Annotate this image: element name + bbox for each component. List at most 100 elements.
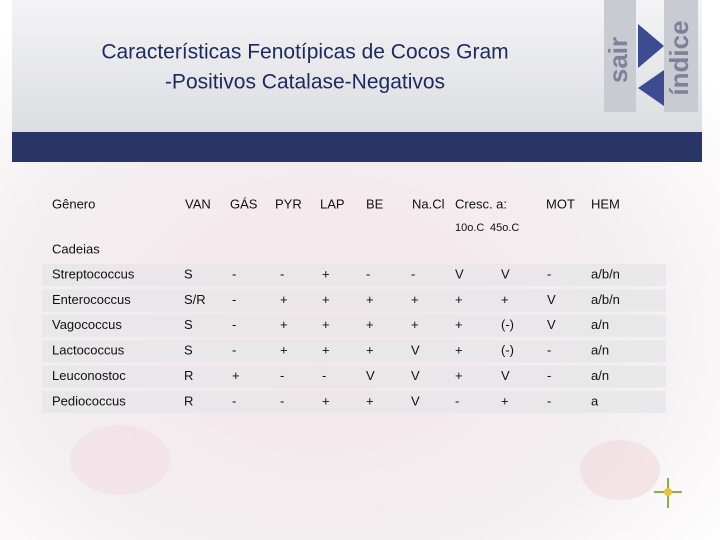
table: Gênero VAN GÁS PYR LAP BE Na.Cl Cresc. a: MOT HEM… <box>42 196 666 413</box>
cell: - <box>411 266 415 281</box>
cell: + <box>322 343 330 358</box>
cell: S <box>184 266 193 281</box>
genus: Vagococcus <box>52 317 122 332</box>
cell: + <box>501 393 509 408</box>
genus: Enterococcus <box>52 292 131 307</box>
row-bg <box>42 340 666 363</box>
cell: - <box>366 266 370 281</box>
cell: - <box>547 266 551 281</box>
cell: - <box>280 393 284 408</box>
cell: - <box>455 393 459 408</box>
column-header: GÁS <box>230 196 258 211</box>
cell: R <box>184 393 193 408</box>
back-arrow[interactable] <box>638 70 664 106</box>
cell: + <box>366 317 374 332</box>
next-arrow[interactable] <box>638 24 664 68</box>
nav-index[interactable]: índice <box>664 20 694 95</box>
cell: - <box>232 266 236 281</box>
genus: Leuconostoc <box>52 368 126 383</box>
cell: + <box>366 393 374 408</box>
column-header: VAN <box>185 196 211 211</box>
cell: V <box>547 317 556 332</box>
cell: - <box>280 368 284 383</box>
cell: - <box>547 393 551 408</box>
genus: Streptococcus <box>52 266 135 281</box>
cell: S <box>184 343 193 358</box>
cell: - <box>232 317 236 332</box>
column-header: MOT <box>546 196 575 211</box>
cell: + <box>322 317 330 332</box>
cell: a/n <box>591 368 609 383</box>
row-bg <box>42 365 666 388</box>
nav-exit-bg[interactable] <box>604 0 636 112</box>
cell: a/b/n <box>591 266 620 281</box>
cell: V <box>455 266 464 281</box>
header-panel <box>12 0 702 132</box>
cell: V <box>411 343 420 358</box>
cell: - <box>322 368 326 383</box>
title: -Positivos Catalase-Negativos <box>165 71 445 94</box>
row-bg <box>42 264 666 286</box>
cell: S <box>184 317 193 332</box>
column-header: Cresc. a: <box>455 196 507 211</box>
cell: + <box>322 393 330 408</box>
row-bg <box>42 289 666 312</box>
cell: a/n <box>591 343 609 358</box>
cell: + <box>411 317 419 332</box>
cell: V <box>411 368 420 383</box>
row-bg <box>42 391 666 413</box>
cell: - <box>280 266 284 281</box>
blur <box>70 425 170 495</box>
row-bg <box>42 314 666 337</box>
subcolumn-header: 10o.C <box>455 222 484 234</box>
genus: Pediococcus <box>52 393 126 408</box>
cell: + <box>322 292 330 307</box>
cell: + <box>322 266 330 281</box>
blur <box>580 440 660 500</box>
cell: + <box>280 343 288 358</box>
column-header: Gênero <box>52 196 95 211</box>
cell: - <box>232 292 236 307</box>
cell: - <box>547 368 551 383</box>
nav-exit[interactable]: sair <box>603 37 633 83</box>
cell: V <box>411 393 420 408</box>
column-header: PYR <box>275 196 302 211</box>
header-band <box>12 132 702 162</box>
cell: + <box>232 368 240 383</box>
cell: + <box>501 292 509 307</box>
cell: - <box>232 393 236 408</box>
cell: + <box>455 368 463 383</box>
cell: V <box>501 266 510 281</box>
cell: + <box>366 343 374 358</box>
group-label: Cadeias <box>52 241 100 256</box>
cell: V <box>501 368 510 383</box>
cell: + <box>280 317 288 332</box>
cell: V <box>547 292 556 307</box>
column-header: LAP <box>320 196 345 211</box>
cell: a/b/n <box>591 292 620 307</box>
cell: - <box>547 343 551 358</box>
cell: + <box>411 292 419 307</box>
cell: (-) <box>501 343 514 358</box>
column-header: BE <box>366 196 384 211</box>
column-header: Na.Cl <box>412 196 445 211</box>
cell: + <box>455 343 463 358</box>
cell: + <box>366 292 374 307</box>
genus: Lactococcus <box>52 343 125 358</box>
cell: a/n <box>591 317 609 332</box>
subcolumn-header: 45o.C <box>490 222 519 234</box>
cell: a <box>591 393 599 408</box>
cell: - <box>232 343 236 358</box>
logo <box>654 478 682 508</box>
cell: R <box>184 368 193 383</box>
column-header: HEM <box>591 196 620 211</box>
cell: S/R <box>184 292 206 307</box>
cell: (-) <box>501 317 514 332</box>
title: Características Fenotípicas de Cocos Gra… <box>101 41 508 64</box>
cell: + <box>280 292 288 307</box>
cell: + <box>455 317 463 332</box>
nav-index-bg[interactable] <box>664 0 698 112</box>
cell: + <box>455 292 463 307</box>
cell: V <box>366 368 375 383</box>
